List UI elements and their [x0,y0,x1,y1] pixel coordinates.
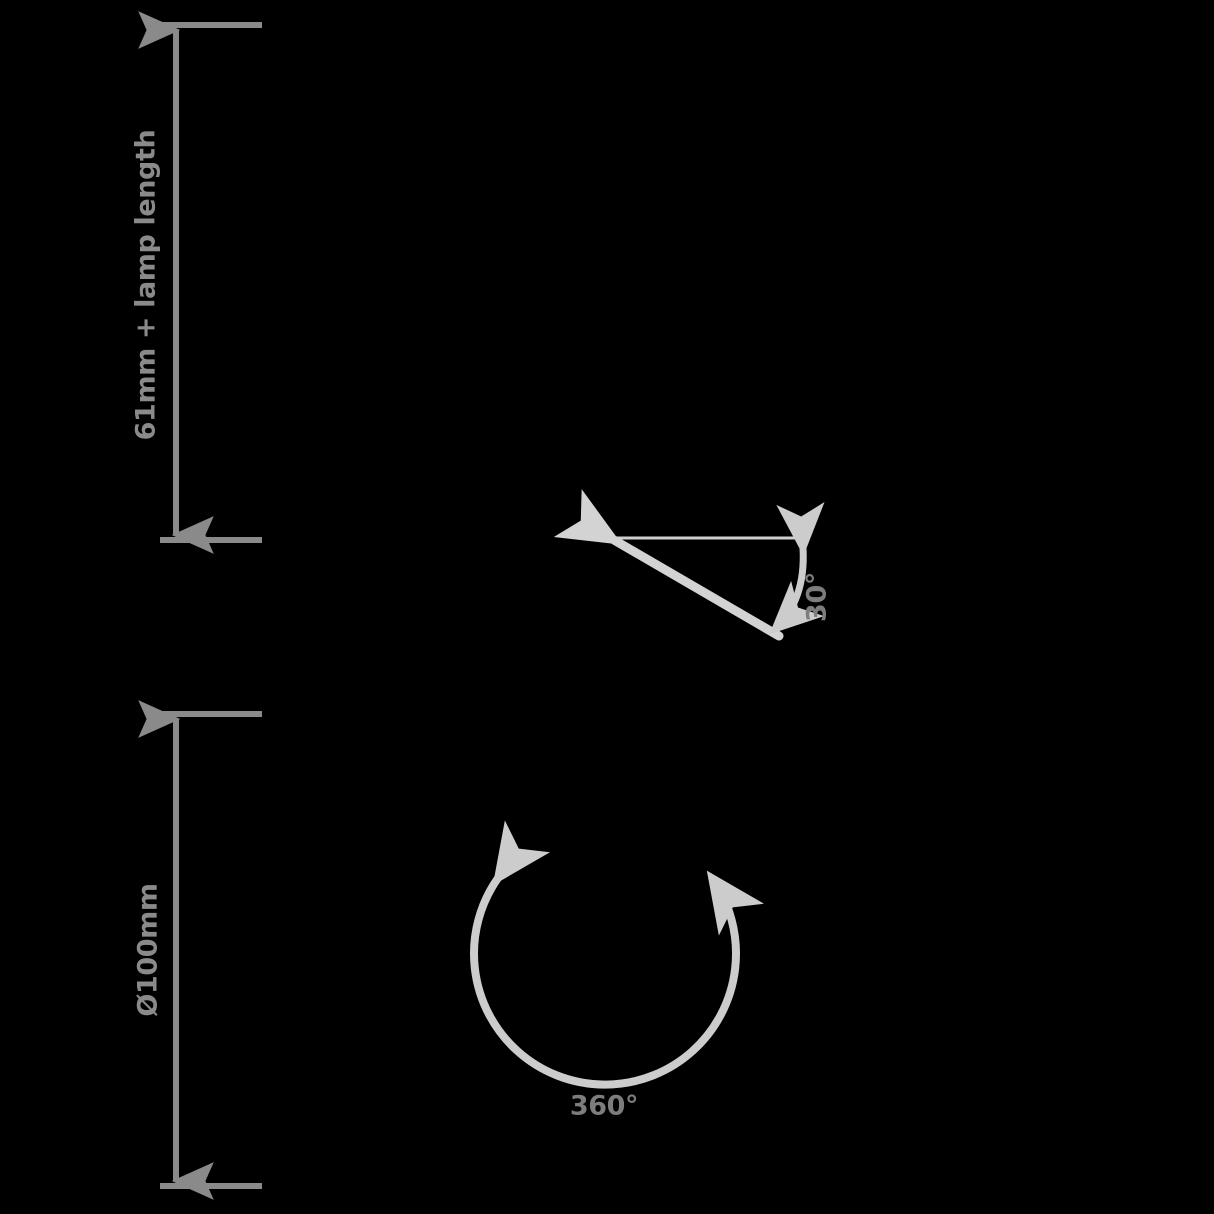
rotation-angle-arc [470,820,764,1089]
height-dimension-label: 61mm + lamp length [131,130,162,441]
diameter-dimension-label: Ø100mm [133,883,164,1016]
rotation-angle-label: 360° [570,1091,638,1122]
tilt-angle-label: 30° [802,572,833,622]
tilt-angle-beam-ray [553,489,784,641]
rotation-angle-group: 360° [470,820,764,1122]
tilt-angle-arc [769,502,825,635]
height-dimension-group: 61mm + lamp length [131,11,262,554]
diameter-dimension-group: Ø100mm [133,700,262,1200]
tilt-angle-group: 30° [553,489,833,641]
